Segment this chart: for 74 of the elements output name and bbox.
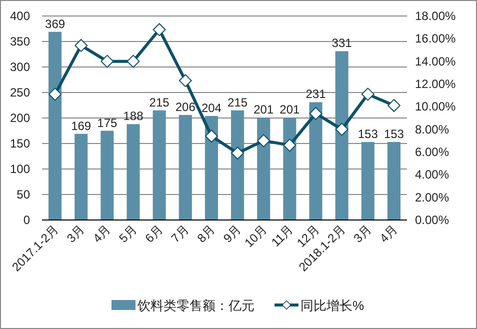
y2-tick-label: 14.00%: [415, 54, 456, 68]
bar: [283, 117, 296, 220]
y2-tick-label: 8.00%: [415, 122, 450, 136]
y2-tick-label: 16.00%: [415, 32, 456, 46]
y2-tick-label: 12.00%: [415, 77, 456, 91]
point: [100, 54, 114, 68]
point: [231, 146, 244, 160]
point: [335, 122, 348, 136]
y-tick-label: 150: [10, 136, 30, 150]
bar: [126, 124, 140, 220]
point: [361, 88, 374, 101]
data-label: 201: [254, 102, 274, 116]
x-tick-label: 11月: [268, 222, 296, 250]
y2-tick-label: 10.00%: [415, 100, 456, 114]
bar: [204, 116, 218, 220]
y2-tick-label: 18.00%: [415, 9, 456, 23]
data-label: 153: [384, 126, 404, 141]
data-label: 369: [45, 16, 66, 31]
point: [204, 130, 218, 143]
y2-tick-label: 4.00%: [415, 168, 450, 182]
point: [152, 23, 166, 36]
x-tick-label: 3月: [350, 222, 374, 246]
point: [48, 88, 62, 101]
point: [283, 138, 296, 152]
bar: [231, 110, 244, 220]
y-tick-label: 350: [10, 34, 30, 48]
x-tick-label: 3月: [64, 222, 88, 246]
y-tick-label: 250: [10, 86, 30, 100]
data-label: 153: [358, 126, 378, 141]
point: [309, 106, 322, 120]
data-label: 204: [201, 100, 222, 115]
x-tick-label: 5月: [116, 222, 140, 246]
bar: [74, 134, 88, 220]
point: [387, 99, 400, 112]
data-label: 188: [123, 109, 144, 124]
data-label: 206: [175, 100, 196, 114]
bar: [309, 102, 322, 220]
x-tick-label: 9月: [220, 222, 244, 246]
point: [257, 134, 270, 148]
bar: [100, 130, 114, 220]
y-tick-label: 200: [10, 111, 30, 125]
data-label: 215: [228, 95, 248, 110]
bar: [387, 142, 400, 220]
y-tick-label: 400: [10, 9, 30, 23]
y2-tick-label: 2.00%: [415, 190, 450, 204]
point: [178, 74, 192, 88]
bar: [48, 32, 62, 220]
bar: [361, 142, 374, 220]
x-tick-label: 4月: [90, 222, 114, 246]
bar: [335, 51, 348, 220]
data-label: 331: [332, 36, 352, 50]
y2-tick-label: 6.00%: [415, 145, 450, 159]
x-tick-label: 7月: [168, 222, 192, 246]
data-label: 231: [306, 87, 326, 102]
bar: [152, 110, 166, 220]
data-label: 201: [280, 102, 300, 116]
legend-label: 同比增长%: [300, 298, 364, 313]
x-tick-label: 6月: [142, 222, 166, 246]
y2-tick-label: 0.00%: [415, 213, 450, 227]
data-label: 169: [71, 118, 92, 133]
point: [74, 38, 88, 52]
point: [126, 54, 140, 68]
y-tick-label: 300: [10, 60, 30, 74]
data-label: 215: [149, 95, 170, 110]
data-label: 175: [97, 116, 118, 130]
x-tick-label: 4月: [376, 222, 400, 246]
bar: [178, 114, 192, 220]
bar: [257, 117, 270, 220]
legend-label: 饮料类零售额：亿元: [136, 298, 254, 313]
y-tick-label: 50: [16, 188, 30, 202]
y-tick-label: 0: [23, 213, 30, 227]
y-tick-label: 100: [10, 162, 30, 176]
x-tick-label: 10月: [242, 222, 270, 250]
x-tick-label: 8月: [194, 222, 218, 246]
